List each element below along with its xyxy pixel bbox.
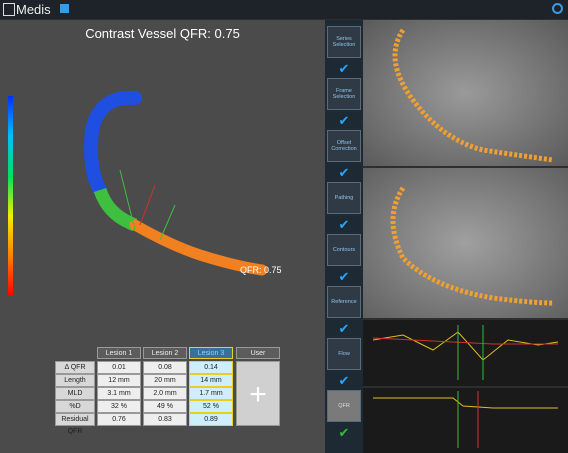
column-header[interactable]: Lesion 1 <box>97 347 141 359</box>
chart-plot <box>373 391 558 448</box>
color-scale <box>8 96 13 296</box>
row-label: Length <box>55 374 95 387</box>
workflow-step[interactable]: Series Selection <box>327 26 361 58</box>
workflow-step[interactable]: Frame Selection <box>327 78 361 110</box>
table-cell: 0.08 <box>143 361 187 374</box>
chart-plot <box>372 325 559 380</box>
row-label: MLD <box>55 387 95 400</box>
vessel-3d <box>84 90 268 276</box>
row-label: Residual QFR <box>55 413 95 435</box>
workflow-step[interactable]: Contours <box>327 234 361 266</box>
table-cell: 12 mm <box>97 374 141 387</box>
table-cell: 2.0 mm <box>143 387 187 400</box>
workflow-step[interactable]: Pathing <box>327 182 361 214</box>
qfr-chart <box>363 388 568 453</box>
top-bar: Medis <box>0 0 568 19</box>
plot-line <box>372 337 558 345</box>
add-lesion-button[interactable]: + <box>236 361 280 426</box>
table-cell: 0.89 <box>189 413 233 426</box>
row-label: Δ QFR <box>55 361 95 374</box>
workflow-step[interactable]: Reference <box>327 286 361 318</box>
vessel-label: QFR: 0.75 <box>240 265 282 275</box>
table-cell: 32 % <box>97 400 141 413</box>
workflow-step[interactable]: QFR <box>327 390 361 422</box>
step-check-icon: ✔ <box>338 425 350 440</box>
step-check-icon: ✔ <box>338 113 350 128</box>
lesion-marker <box>139 184 156 226</box>
table-cell: 3.1 mm <box>97 387 141 400</box>
table-cell: 0.01 <box>97 361 141 374</box>
step-check-icon: ✔ <box>338 217 350 232</box>
table-cell: 14 mm <box>189 374 233 387</box>
vessel-segment <box>129 219 268 276</box>
workflow-step[interactable]: Flow <box>327 338 361 370</box>
row-label: %D Stenosis <box>55 400 95 422</box>
angiogram-view <box>363 20 568 166</box>
table-cell: 0.76 <box>97 413 141 426</box>
table-cell: 52 % <box>189 400 233 413</box>
table-cell: 49 % <box>143 400 187 413</box>
plot-line <box>373 397 558 409</box>
column-header[interactable]: User <box>236 347 280 359</box>
lesion-marker <box>159 204 176 241</box>
angiogram-overlay <box>390 186 554 306</box>
contour <box>392 28 554 163</box>
table-cell: 1.7 mm <box>189 387 233 400</box>
settings-button[interactable] <box>552 3 563 14</box>
angiogram-overlay <box>392 28 554 163</box>
table-cell: 0.83 <box>143 413 187 426</box>
workflow-step[interactable]: Offset Correction <box>327 130 361 162</box>
qfr-panel: Contrast Vessel QFR: 0.75 QFR: 0.75 Lesi… <box>0 20 325 453</box>
contour <box>390 186 554 306</box>
lesion-marker <box>119 169 136 231</box>
logo <box>3 3 15 16</box>
app-title: Medis <box>16 2 51 17</box>
step-check-icon: ✔ <box>338 61 350 76</box>
diameter-chart <box>363 320 568 386</box>
home-button[interactable] <box>60 4 69 13</box>
step-check-icon: ✔ <box>338 269 350 284</box>
table-cell: 0.14 <box>189 361 233 374</box>
plot-line <box>372 331 559 361</box>
step-check-icon: ✔ <box>338 165 350 180</box>
column-header[interactable]: Lesion 2 <box>143 347 187 359</box>
table-cell: 20 mm <box>143 374 187 387</box>
step-check-icon: ✔ <box>338 373 350 388</box>
angiogram-view <box>363 168 568 318</box>
column-header[interactable]: Lesion 3 <box>189 347 233 359</box>
panel-title: Contrast Vessel QFR: 0.75 <box>85 26 240 41</box>
vessel-segment <box>84 90 142 197</box>
step-check-icon: ✔ <box>338 321 350 336</box>
